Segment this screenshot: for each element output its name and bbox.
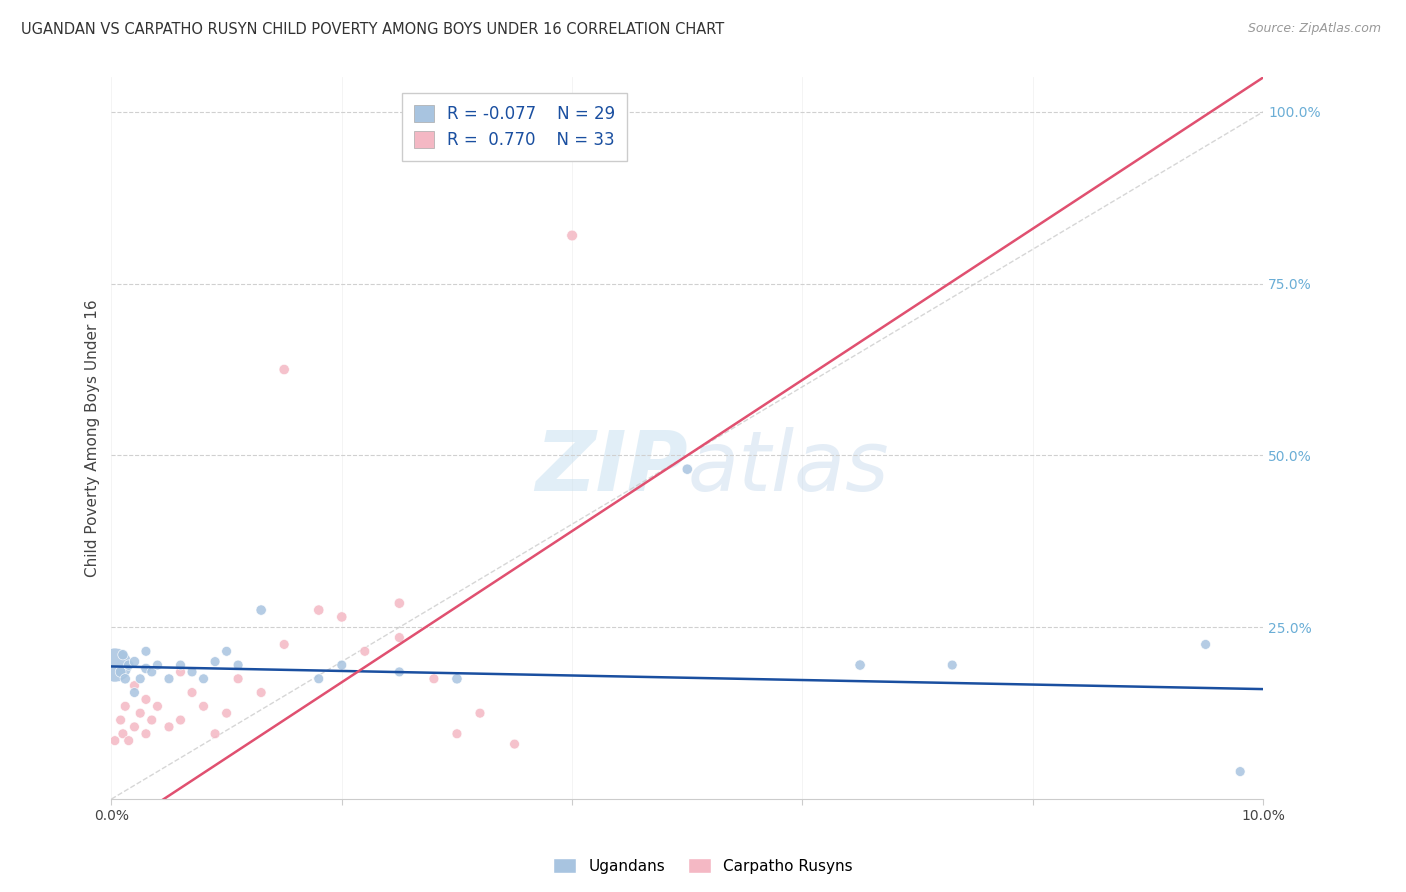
Point	[330, 610, 353, 624]
Point	[1229, 764, 1251, 779]
Point	[114, 672, 136, 686]
Point	[124, 655, 146, 669]
Text: Source: ZipAtlas.com: Source: ZipAtlas.com	[1247, 22, 1381, 36]
Point	[503, 737, 526, 751]
Point	[193, 672, 215, 686]
Point	[141, 665, 163, 679]
Point	[250, 685, 273, 699]
Point	[273, 362, 295, 376]
Point	[330, 658, 353, 673]
Point	[111, 727, 134, 741]
Point	[849, 658, 872, 673]
Point	[110, 665, 132, 679]
Point	[169, 658, 191, 673]
Point	[169, 713, 191, 727]
Text: ZIP: ZIP	[534, 426, 688, 508]
Point	[353, 644, 375, 658]
Point	[104, 733, 127, 747]
Point	[129, 706, 152, 721]
Point	[204, 727, 226, 741]
Point	[135, 661, 157, 675]
Point	[388, 596, 411, 610]
Point	[157, 720, 180, 734]
Point	[118, 733, 141, 747]
Point	[124, 720, 146, 734]
Point	[1194, 637, 1216, 651]
Point	[226, 672, 249, 686]
Point	[204, 655, 226, 669]
Point	[141, 713, 163, 727]
Point	[135, 692, 157, 706]
Point	[446, 672, 468, 686]
Point	[114, 699, 136, 714]
Point	[193, 699, 215, 714]
Point	[169, 665, 191, 679]
Point	[118, 658, 141, 673]
Point	[561, 228, 583, 243]
Text: UGANDAN VS CARPATHO RUSYN CHILD POVERTY AMONG BOYS UNDER 16 CORRELATION CHART: UGANDAN VS CARPATHO RUSYN CHILD POVERTY …	[21, 22, 724, 37]
Point	[308, 603, 330, 617]
Point	[215, 706, 238, 721]
Legend: R = -0.077    N = 29, R =  0.770    N = 33: R = -0.077 N = 29, R = 0.770 N = 33	[402, 93, 627, 161]
Point	[110, 713, 132, 727]
Point	[423, 672, 446, 686]
Y-axis label: Child Poverty Among Boys Under 16: Child Poverty Among Boys Under 16	[86, 300, 100, 577]
Point	[146, 699, 169, 714]
Point	[226, 658, 249, 673]
Point	[308, 672, 330, 686]
Point	[111, 648, 134, 662]
Point	[146, 658, 169, 673]
Point	[135, 727, 157, 741]
Point	[446, 727, 468, 741]
Point	[157, 672, 180, 686]
Point	[468, 706, 491, 721]
Text: atlas: atlas	[688, 426, 889, 508]
Point	[124, 679, 146, 693]
Point	[676, 462, 699, 476]
Point	[388, 665, 411, 679]
Point	[388, 631, 411, 645]
Point	[124, 685, 146, 699]
Point	[273, 637, 295, 651]
Point	[250, 603, 273, 617]
Point	[129, 672, 152, 686]
Point	[181, 665, 204, 679]
Point	[181, 685, 204, 699]
Point	[104, 658, 127, 673]
Point	[135, 644, 157, 658]
Point	[215, 644, 238, 658]
Point	[941, 658, 963, 673]
Legend: Ugandans, Carpatho Rusyns: Ugandans, Carpatho Rusyns	[547, 852, 859, 880]
